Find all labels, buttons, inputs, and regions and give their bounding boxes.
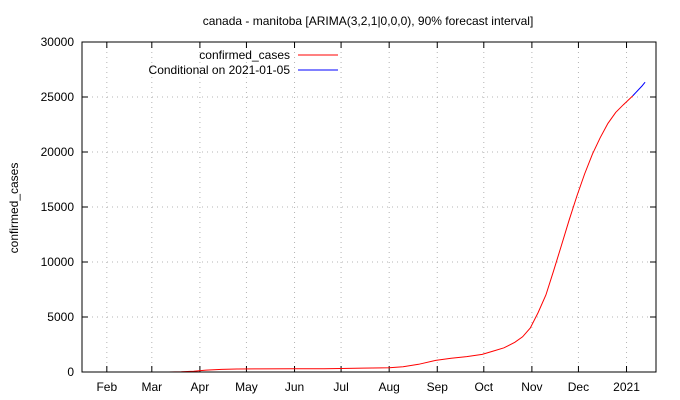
legend-label: Conditional on 2021-01-05 xyxy=(149,63,291,77)
plot-frame xyxy=(81,41,657,373)
y-tick-label: 0 xyxy=(67,365,74,379)
series-layer xyxy=(168,81,646,373)
y-axis-ticks: 0 5000 10000 15000 20000 25000 30000 xyxy=(41,35,656,379)
y-tick-label: 20000 xyxy=(41,145,75,159)
x-tick-label: 2021 xyxy=(613,380,640,394)
y-tick-label: 10000 xyxy=(41,255,75,269)
x-tick-label: Jun xyxy=(285,380,304,394)
y-tick-label: 25000 xyxy=(41,90,75,104)
chart-title: canada - manitoba [ARIMA(3,2,1|0,0,0), 9… xyxy=(203,14,534,28)
x-tick-label: Aug xyxy=(378,380,399,394)
y-tick-label: 15000 xyxy=(41,200,75,214)
x-tick-label: Feb xyxy=(96,380,117,394)
x-tick-label: Dec xyxy=(568,380,589,394)
series-line-1 xyxy=(168,95,634,373)
series-line-2 xyxy=(632,81,646,97)
y-tick-label: 30000 xyxy=(41,35,75,49)
x-tick-label: Jul xyxy=(333,380,348,394)
y-tick-label: 5000 xyxy=(47,310,74,324)
y-axis-label: confirmed_cases xyxy=(7,163,21,254)
x-tick-label: Apr xyxy=(191,380,210,394)
x-tick-label: Mar xyxy=(141,380,162,394)
x-tick-label: Oct xyxy=(474,380,493,394)
x-tick-label: Nov xyxy=(521,380,542,394)
legend-label: confirmed_cases xyxy=(199,48,290,62)
x-tick-label: May xyxy=(235,380,258,394)
x-axis-ticks: Feb Mar Apr May Jun Jul Aug Sep Oct Nov Dec 2021 xyxy=(96,42,640,394)
x-tick-label: Sep xyxy=(427,380,449,394)
grid-lines xyxy=(82,42,656,372)
